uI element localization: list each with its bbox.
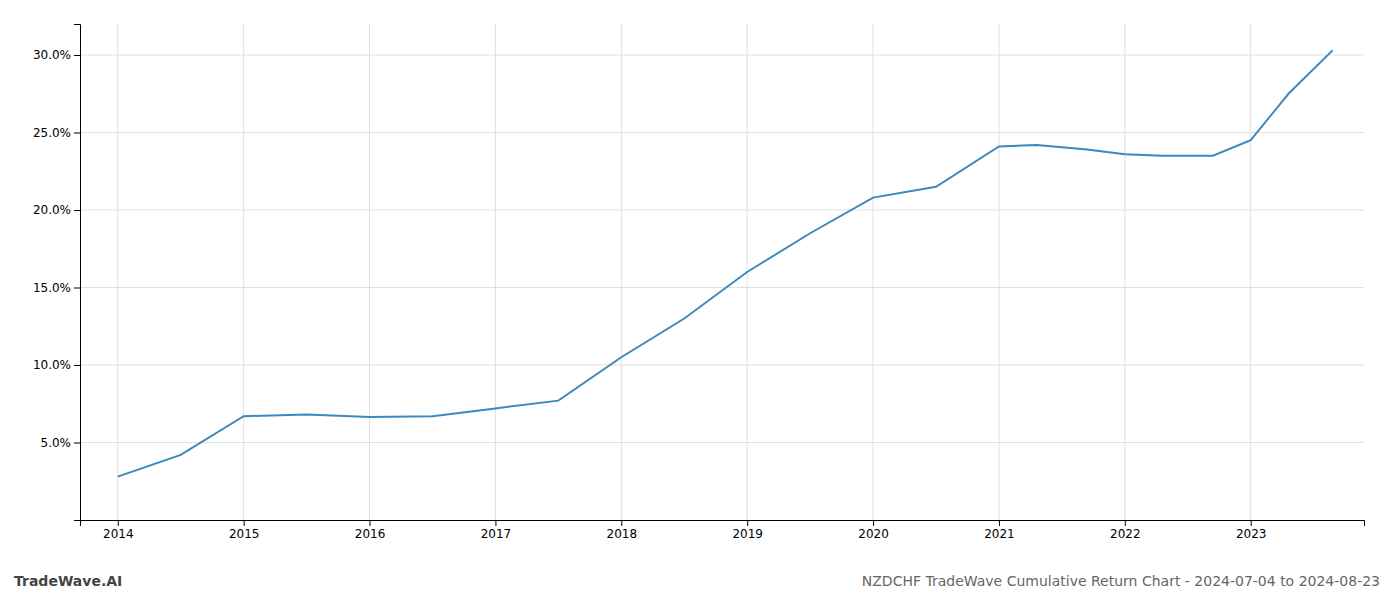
x-tick-label: 2022 xyxy=(1110,527,1141,541)
grid-line-y xyxy=(80,287,1364,288)
grid-line-x xyxy=(998,24,999,520)
y-tick: 15.0% xyxy=(33,281,80,295)
x-tick-mark xyxy=(1251,520,1252,526)
x-tick: 2021 xyxy=(984,520,1015,541)
x-tick: 2017 xyxy=(481,520,512,541)
grid-line-x xyxy=(621,24,622,520)
grid-line-x xyxy=(873,24,874,520)
y-tick-mark xyxy=(74,210,80,211)
axis-line xyxy=(74,25,81,521)
x-tick: 2016 xyxy=(355,520,386,541)
plot-area: 2014 2015 2016 2017 2018 2019 2020 2021 2022 2023… xyxy=(33,24,1365,541)
x-axis: 2014 2015 2016 2017 2018 2019 2020 2021 2022 2023 xyxy=(81,520,1365,541)
x-tick: 2022 xyxy=(1110,520,1141,541)
y-tick-label: 15.0% xyxy=(33,281,71,295)
grid-line-x xyxy=(495,24,496,520)
y-tick-label: 5.0% xyxy=(41,436,72,450)
grid-line-y xyxy=(80,55,1364,56)
axis-line xyxy=(81,521,1365,527)
x-tick-mark xyxy=(495,520,496,526)
x-tick-mark xyxy=(621,520,622,526)
watermark: TradeWave.AI xyxy=(14,573,122,589)
x-tick: 2020 xyxy=(858,520,889,541)
x-tick-mark xyxy=(873,520,874,526)
grid-line-y xyxy=(80,210,1364,211)
y-tick-mark xyxy=(74,55,80,56)
x-tick-label: 2023 xyxy=(1236,527,1267,541)
x-tick-label: 2020 xyxy=(858,527,889,541)
grid-line-x xyxy=(369,24,370,520)
x-tick-label: 2016 xyxy=(355,527,386,541)
x-tick-label: 2014 xyxy=(103,527,134,541)
x-tick: 2023 xyxy=(1236,520,1267,541)
x-tick-mark xyxy=(747,520,748,526)
x-tick-mark xyxy=(118,520,119,526)
y-tick: 10.0% xyxy=(33,358,80,372)
y-tick: 30.0% xyxy=(33,48,80,62)
y-tick-label: 30.0% xyxy=(33,48,71,62)
y-tick: 5.0% xyxy=(41,436,81,450)
title: NZDCHF TradeWave Cumulative Return Chart… xyxy=(862,573,1380,589)
chart-container: 2014 2015 2016 2017 2018 2019 2020 2021 2022 2023… xyxy=(0,0,1400,600)
x-tick: 2018 xyxy=(607,520,638,541)
y-tick-label: 25.0% xyxy=(33,126,71,140)
grid-line-x xyxy=(1124,24,1125,520)
x-tick-label: 2019 xyxy=(732,527,763,541)
x-tick: 2015 xyxy=(229,520,260,541)
x-tick-mark xyxy=(999,520,1000,526)
grid-line-x xyxy=(117,24,118,520)
y-axis: 5.0% 10.0% 15.0% 20.0% 25.0% 30.0% xyxy=(33,25,81,521)
x-tick-label: 2021 xyxy=(984,527,1015,541)
x-tick-mark xyxy=(244,520,245,526)
x-tick-label: 2017 xyxy=(481,527,512,541)
y-tick-mark xyxy=(74,443,80,444)
x-tick: 2019 xyxy=(732,520,763,541)
line xyxy=(118,50,1333,476)
x-tick-mark xyxy=(1125,520,1126,526)
x-tick-label: 2018 xyxy=(607,527,638,541)
y-tick-label: 20.0% xyxy=(33,203,71,217)
y-tick-label: 10.0% xyxy=(33,358,71,372)
grid xyxy=(80,24,1364,520)
y-tick: 25.0% xyxy=(33,126,80,140)
x-tick-label: 2015 xyxy=(229,527,260,541)
chart-svg: 2014 2015 2016 2017 2018 2019 2020 2021 2022 2023… xyxy=(0,0,1400,600)
y-tick-mark xyxy=(74,365,80,366)
grid-line-y xyxy=(80,442,1364,443)
grid-line-x xyxy=(243,24,244,520)
y-tick-mark xyxy=(74,288,80,289)
y-tick-mark xyxy=(74,133,80,134)
x-tick-mark xyxy=(370,520,371,526)
y-tick: 20.0% xyxy=(33,203,80,217)
marks xyxy=(118,50,1333,476)
x-tick: 2014 xyxy=(103,520,134,541)
grid-line-x xyxy=(1250,24,1251,520)
grid-line-y xyxy=(80,132,1364,133)
grid-line-y xyxy=(80,365,1364,366)
